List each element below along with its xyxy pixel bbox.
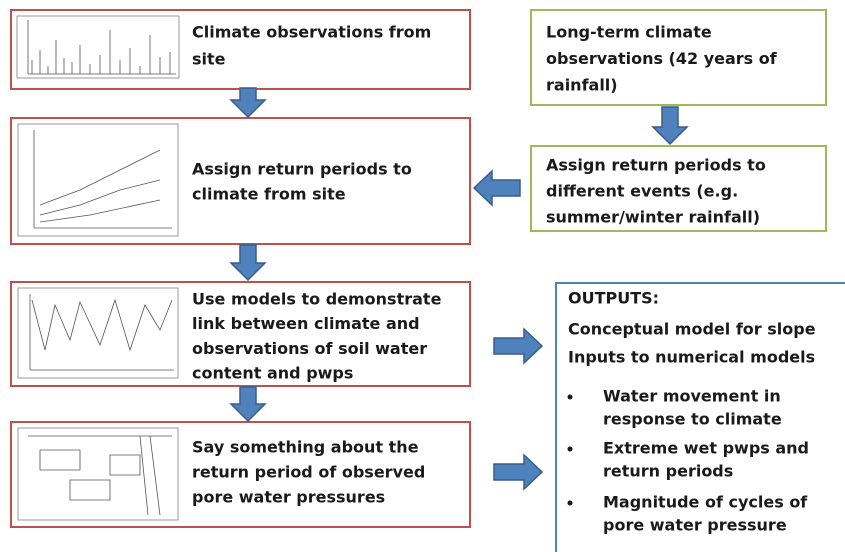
thumbnail [16, 15, 180, 79]
arrow-down [229, 244, 267, 282]
box-text: link between climate and [192, 314, 420, 333]
box-text: Assign return periods to [192, 160, 412, 179]
outputs-title: OUTPUTS: [568, 289, 659, 308]
box-text: content and pwps [192, 364, 353, 383]
bullet-text: pore water pressure [603, 516, 787, 535]
box-text: observations of soil water [192, 339, 427, 358]
arrow-down [229, 87, 267, 119]
bullet-text: response to climate [603, 410, 782, 429]
thumbnail [17, 427, 179, 521]
box-text: different events (e.g. [546, 182, 738, 201]
bullet-text: Magnitude of cycles of [603, 493, 808, 512]
box-text: Use models to demonstrate [192, 290, 442, 309]
thumbnail [17, 287, 179, 379]
bullet [567, 394, 573, 400]
box [530, 145, 827, 232]
box-text: Climate observations from [192, 23, 431, 42]
bullet-text: Water movement in [603, 387, 781, 406]
box-text: Say something about the [192, 438, 419, 457]
box-text: observations (42 years of [546, 49, 778, 68]
box-text: summer/winter rainfall) [546, 208, 760, 227]
arrow-down [651, 106, 689, 146]
outputs-item: Conceptual model for slope [568, 320, 816, 339]
outputs-item: Inputs to numerical models [568, 348, 815, 367]
box [530, 9, 827, 106]
thumbnail [17, 123, 179, 237]
bullet-text: Extreme wet pwps and [603, 439, 809, 458]
arrow-left [472, 169, 521, 207]
bullet-text: return periods [603, 462, 733, 481]
arrow-right [493, 327, 544, 365]
bullet [567, 500, 573, 506]
outputs-box [555, 282, 845, 552]
box-text: rainfall) [546, 76, 618, 95]
arrow-down [229, 386, 267, 423]
box-text: Assign return periods to [546, 156, 766, 175]
box-text: pore water pressures [192, 488, 385, 507]
box-text: site [192, 50, 226, 69]
box-text: return period of observed [192, 463, 425, 482]
arrow-right [493, 453, 544, 491]
bullet [567, 446, 573, 452]
box-text: climate from site [192, 185, 346, 204]
box-text: Long-term climate [546, 23, 712, 42]
